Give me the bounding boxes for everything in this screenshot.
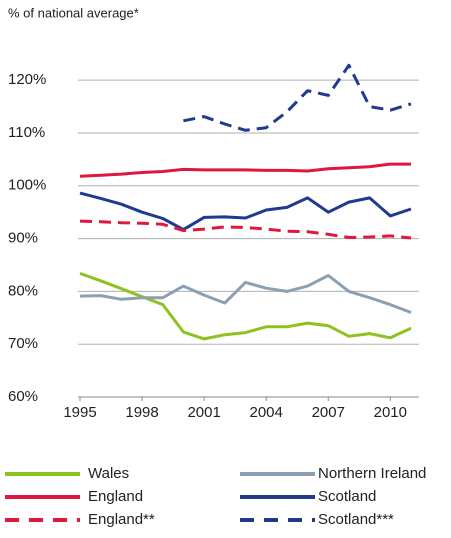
series-line (79, 219, 412, 240)
legend-label: England** (88, 511, 155, 528)
y-tick-label: 60% (8, 388, 38, 405)
series-line (79, 162, 411, 178)
x-tick-label: 1995 (63, 404, 96, 421)
series-line (79, 191, 412, 232)
legend-label: Wales (88, 465, 129, 482)
legend-label: Scotland (318, 488, 376, 505)
x-tick-label: 2007 (312, 404, 345, 421)
legend-label: Northern Ireland (318, 465, 426, 482)
legend-label: England (88, 488, 143, 505)
series-line (79, 274, 412, 314)
x-tick-label: 2001 (187, 404, 220, 421)
x-tick-label: 1998 (125, 404, 158, 421)
x-tick-label: 2004 (250, 404, 283, 421)
y-tick-label: 100% (8, 177, 46, 194)
y-tick-label: 120% (8, 71, 46, 88)
y-tick-label: 90% (8, 230, 38, 247)
x-tick-label: 2010 (374, 404, 407, 421)
legend-label: Scotland*** (318, 511, 394, 528)
y-tick-label: 70% (8, 335, 38, 352)
series-line (183, 63, 412, 132)
y-tick-label: 80% (8, 282, 38, 299)
series-line (79, 271, 412, 341)
y-tick-label: 110% (8, 124, 45, 141)
chart-title: % of national average* (8, 5, 139, 20)
